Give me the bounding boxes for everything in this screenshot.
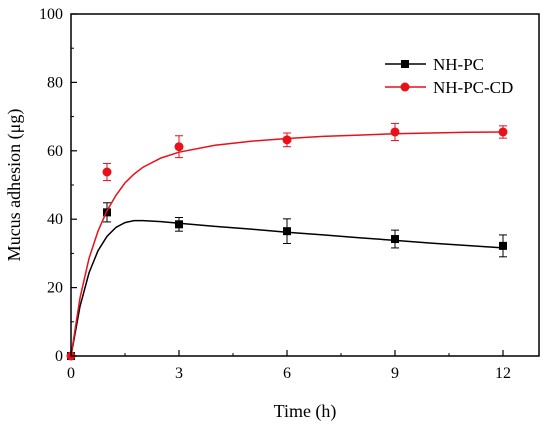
plot-area [66, 122, 508, 361]
legend-marker-nh-pc-cd [400, 82, 410, 92]
data-point-nh-pc-cd [282, 135, 292, 145]
x-tick-label: 6 [283, 365, 291, 382]
x-axis-label: Time (h) [274, 401, 337, 422]
x-tick-label: 9 [391, 365, 399, 382]
legend-label-nh-pc: NH-PC [433, 55, 484, 74]
tick-labels: 0 3 6 9 12 0 20 40 60 80 100 [39, 6, 511, 382]
x-tick-label: 3 [175, 365, 183, 382]
tick-marks [70, 13, 504, 357]
legend-item-nh-pc: NH-PC [385, 55, 484, 74]
data-point-nh-pc [499, 241, 507, 250]
y-axis-label: Mucus adhesion (μg) [4, 109, 25, 262]
data-point-nh-pc-cd [174, 142, 184, 152]
y-tick-label: 100 [39, 6, 63, 23]
legend-marker-nh-pc [401, 60, 409, 68]
y-tick-label: 40 [47, 211, 63, 228]
data-point-nh-pc [283, 227, 291, 236]
legend-item-nh-pc-cd: NH-PC-CD [385, 78, 513, 97]
y-tick-label: 20 [47, 280, 63, 297]
data-point-nh-pc [175, 220, 183, 229]
x-tick-label: 0 [67, 365, 75, 382]
fit-curve-nh-pc-cd [70, 131, 504, 357]
data-point-nh-pc-cd [498, 127, 508, 137]
legend: NH-PC NH-PC-CD [385, 55, 513, 97]
data-point-nh-pc-cd [390, 127, 400, 137]
data-point-nh-pc-cd [102, 167, 112, 177]
legend-label-nh-pc-cd: NH-PC-CD [433, 78, 513, 97]
y-tick-label: 0 [55, 348, 63, 365]
x-tick-label: 12 [495, 365, 511, 382]
fit-curve-nh-pc [70, 219, 504, 357]
y-tick-label: 80 [47, 74, 63, 91]
data-point-nh-pc [391, 235, 399, 244]
y-tick-label: 60 [47, 143, 63, 160]
